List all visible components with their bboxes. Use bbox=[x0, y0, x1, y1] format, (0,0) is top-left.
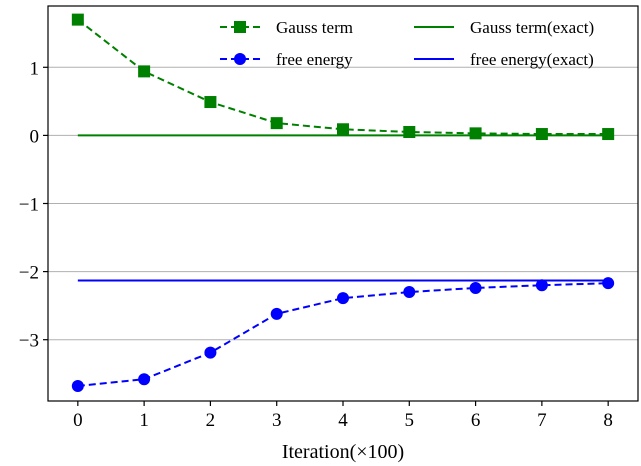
legend-label: free energy bbox=[276, 50, 353, 69]
gauss-term-point bbox=[535, 128, 548, 141]
legend-marker bbox=[234, 21, 246, 33]
gauss-term-point bbox=[602, 128, 615, 141]
free-energy-point bbox=[270, 307, 283, 320]
series-layer bbox=[71, 13, 615, 393]
x-tick-label: 3 bbox=[272, 410, 282, 431]
legend-marker bbox=[234, 53, 246, 65]
legend-label: Gauss term bbox=[276, 18, 353, 37]
free-energy-point bbox=[535, 279, 548, 292]
free-energy-point bbox=[403, 286, 416, 299]
y-tick-label: 1 bbox=[30, 58, 40, 79]
y-axis: 1 0 −1 −2 −3 bbox=[19, 58, 48, 352]
y-tick-label: −1 bbox=[19, 195, 39, 216]
y-tick-label: 0 bbox=[30, 126, 40, 147]
free-energy-point bbox=[602, 277, 615, 290]
x-tick-label: 7 bbox=[537, 410, 547, 431]
free-energy-point bbox=[469, 281, 482, 294]
x-axis: 0 1 2 3 4 5 6 7 8 bbox=[73, 401, 613, 431]
free-energy-point bbox=[204, 346, 217, 359]
x-axis-label: Iteration(×100) bbox=[282, 441, 404, 463]
x-tick-label: 5 bbox=[405, 410, 415, 431]
gauss-term-point bbox=[469, 127, 482, 140]
legend-entry-gauss-term-exact: Gauss term(exact) bbox=[414, 18, 594, 37]
gauss-term-point bbox=[270, 117, 283, 130]
free-energy-point bbox=[138, 373, 151, 386]
legend-label: free energy(exact) bbox=[470, 50, 594, 69]
y-tick-label: −2 bbox=[19, 263, 39, 284]
x-tick-label: 0 bbox=[73, 410, 83, 431]
x-tick-label: 8 bbox=[603, 410, 613, 431]
legend-entry-free-energy-exact: free energy(exact) bbox=[414, 50, 594, 69]
free-energy-line bbox=[77, 282, 609, 388]
legend-entry-free-energy: free energy bbox=[220, 50, 353, 69]
x-tick-label: 1 bbox=[139, 410, 149, 431]
x-tick-label: 6 bbox=[471, 410, 481, 431]
gauss-term-point bbox=[138, 65, 151, 78]
gauss-term-point bbox=[204, 96, 217, 109]
free-energy-point bbox=[337, 292, 349, 305]
series-free-energy bbox=[71, 277, 615, 393]
gauss-term-point bbox=[71, 13, 84, 26]
y-tick-label: −3 bbox=[19, 331, 39, 352]
legend-label: Gauss term(exact) bbox=[470, 18, 594, 37]
legend-entry-gauss-term: Gauss term bbox=[220, 18, 353, 37]
legend: Gauss term free energy Gauss term(exact) fr… bbox=[220, 18, 594, 69]
gauss-term-point bbox=[337, 123, 349, 136]
x-tick-label: 2 bbox=[206, 410, 216, 431]
x-tick-label: 4 bbox=[338, 410, 348, 431]
free-energy-point bbox=[71, 380, 84, 393]
